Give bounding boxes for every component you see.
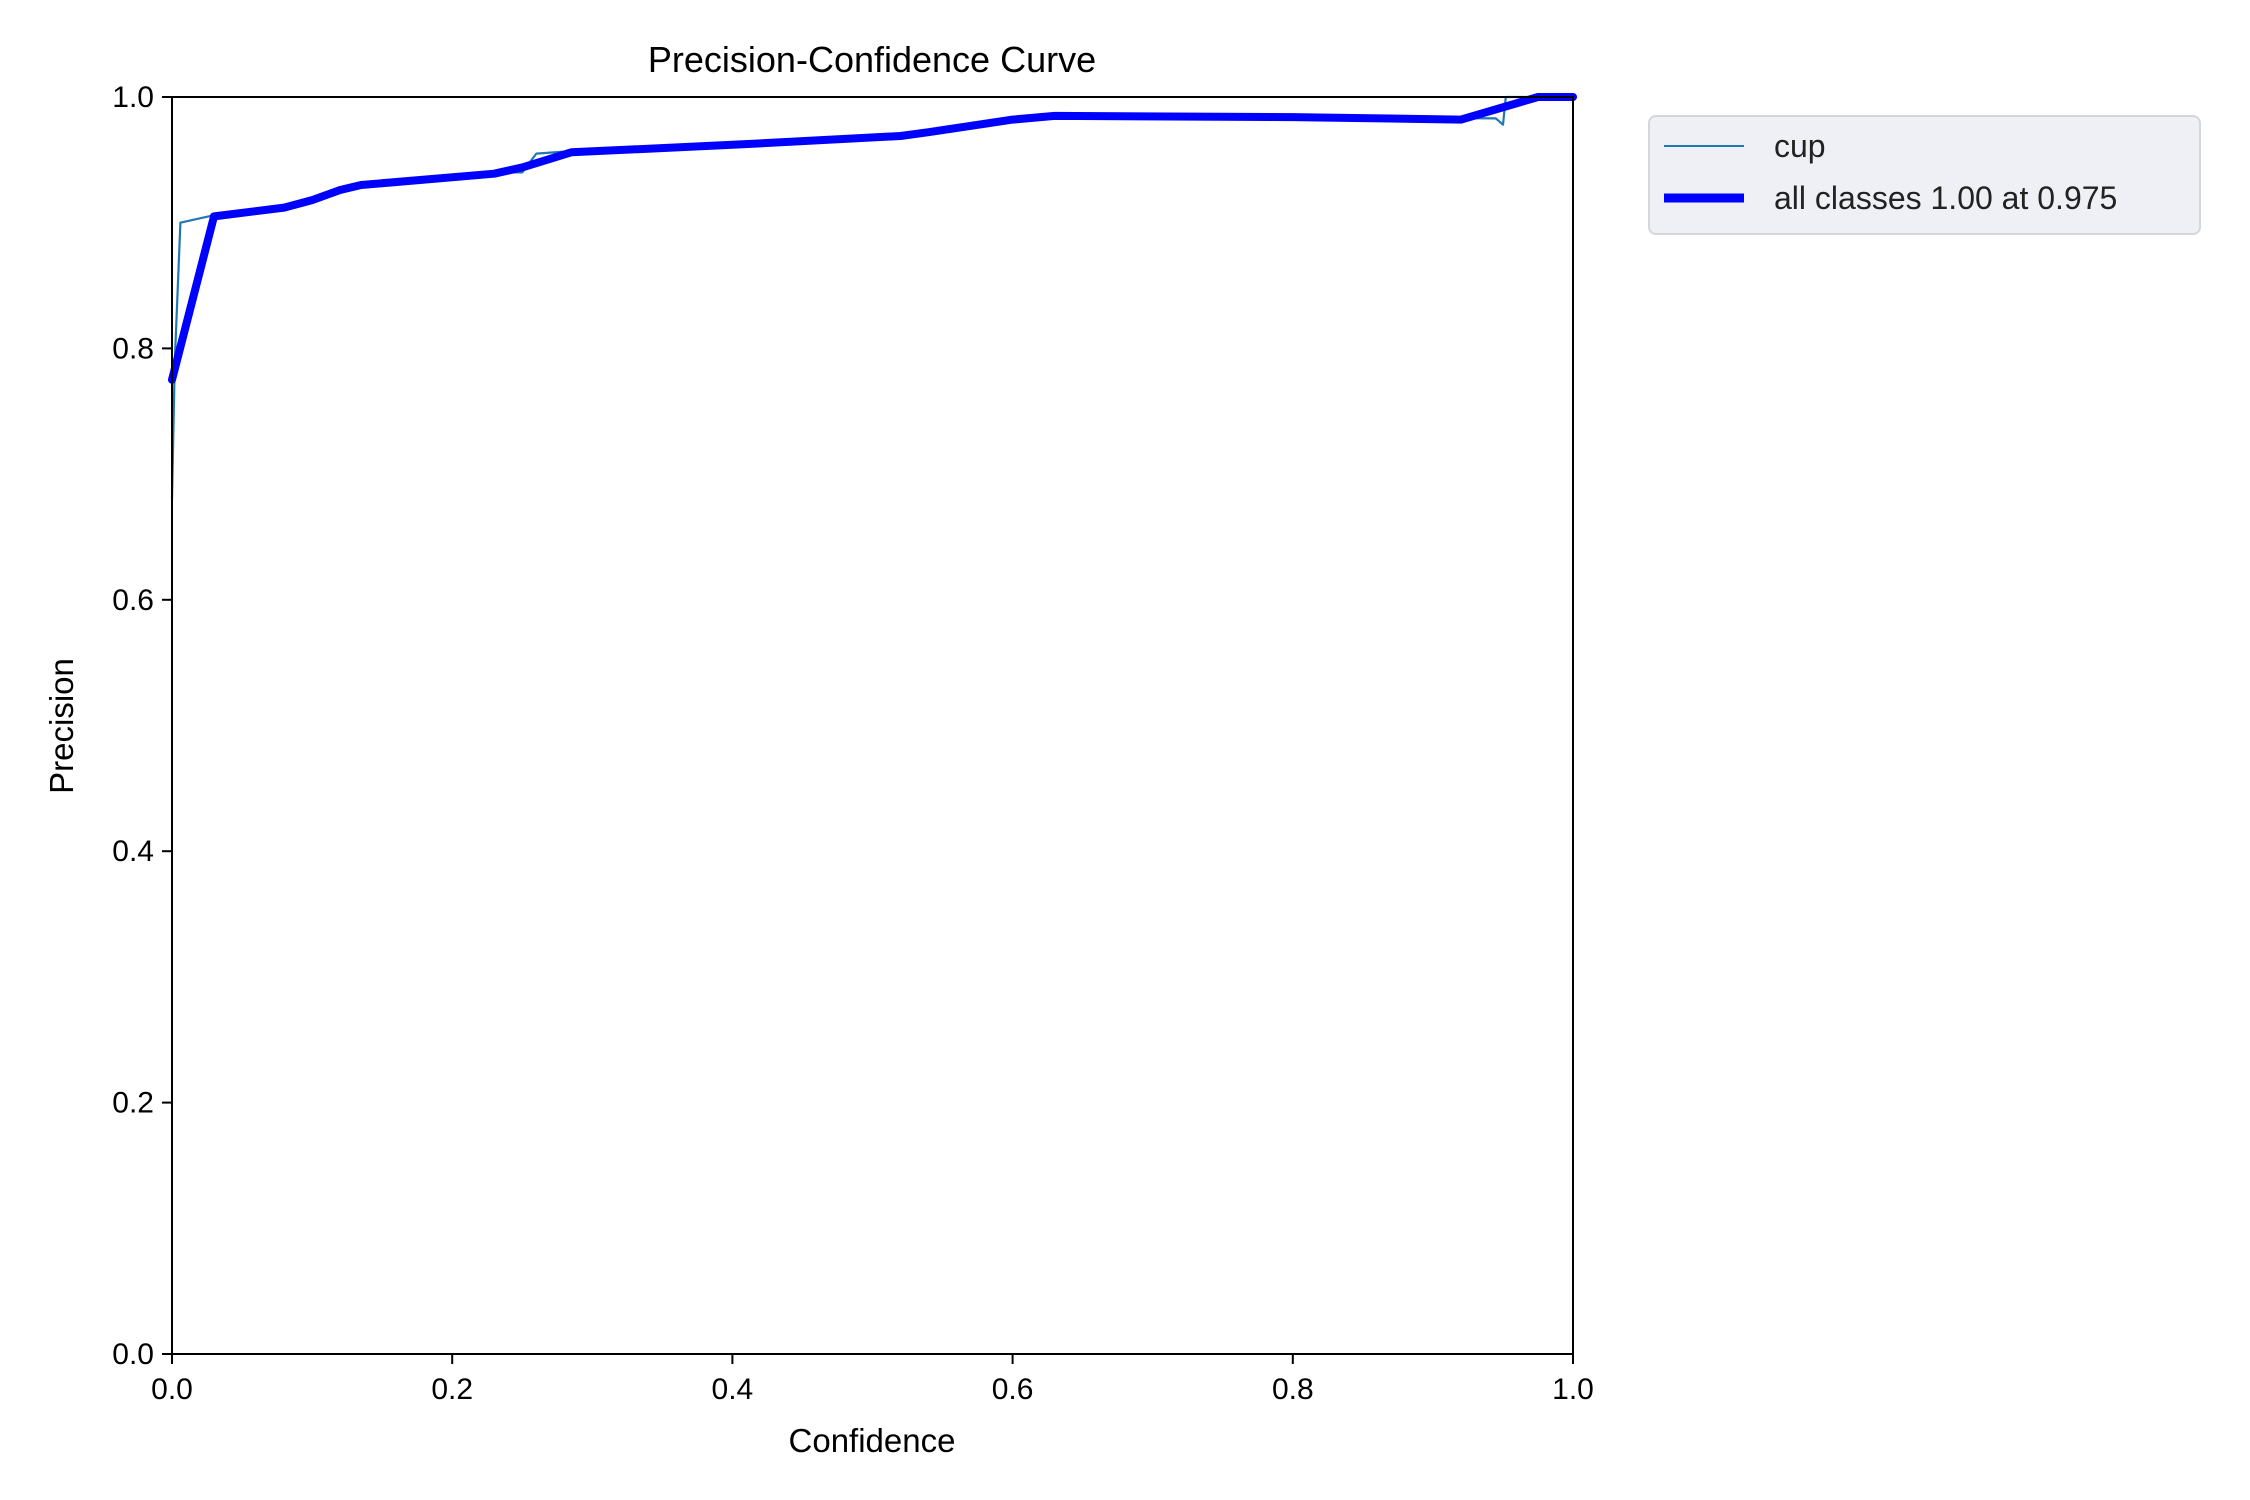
series-line-all-classes <box>168 93 1577 384</box>
x-tick-label: 1.0 <box>1552 1373 1594 1406</box>
x-axis-title: Confidence <box>789 1422 956 1459</box>
plot-background <box>172 97 1573 1354</box>
y-tick-label: 0.4 <box>112 835 154 868</box>
series-layer <box>168 93 1577 500</box>
y-tick-label: 0.0 <box>112 1338 154 1371</box>
x-axis-ticks: 0.0 0.2 0.4 0.6 0.8 1.0 <box>151 1354 1594 1406</box>
y-axis-title: Precision <box>43 658 80 794</box>
plot-frame <box>171 96 1574 1355</box>
x-tick-label: 0.6 <box>992 1373 1034 1406</box>
legend-box <box>1648 115 2201 235</box>
x-tick-label: 0.2 <box>431 1373 473 1406</box>
y-tick-label: 0.6 <box>112 584 154 617</box>
x-tick-label: 0.4 <box>712 1373 754 1406</box>
x-tick-label: 0.0 <box>151 1373 193 1406</box>
x-tick-label: 0.8 <box>1272 1373 1314 1406</box>
y-tick-label: 1.0 <box>112 81 154 114</box>
y-tick-label: 0.2 <box>112 1087 154 1120</box>
chart-title: Precision-Confidence Curve <box>648 39 1096 80</box>
plot-area <box>168 93 1577 1355</box>
y-axis-ticks: 0.0 0.2 0.4 0.6 0.8 1.0 <box>112 81 172 1371</box>
legend: cup all classes 1.00 at 0.975 <box>1648 115 2201 235</box>
legend-label-cup: cup <box>1774 128 1826 164</box>
y-tick-label: 0.8 <box>112 332 154 365</box>
legend-label-all-classes: all classes 1.00 at 0.975 <box>1774 180 2117 216</box>
